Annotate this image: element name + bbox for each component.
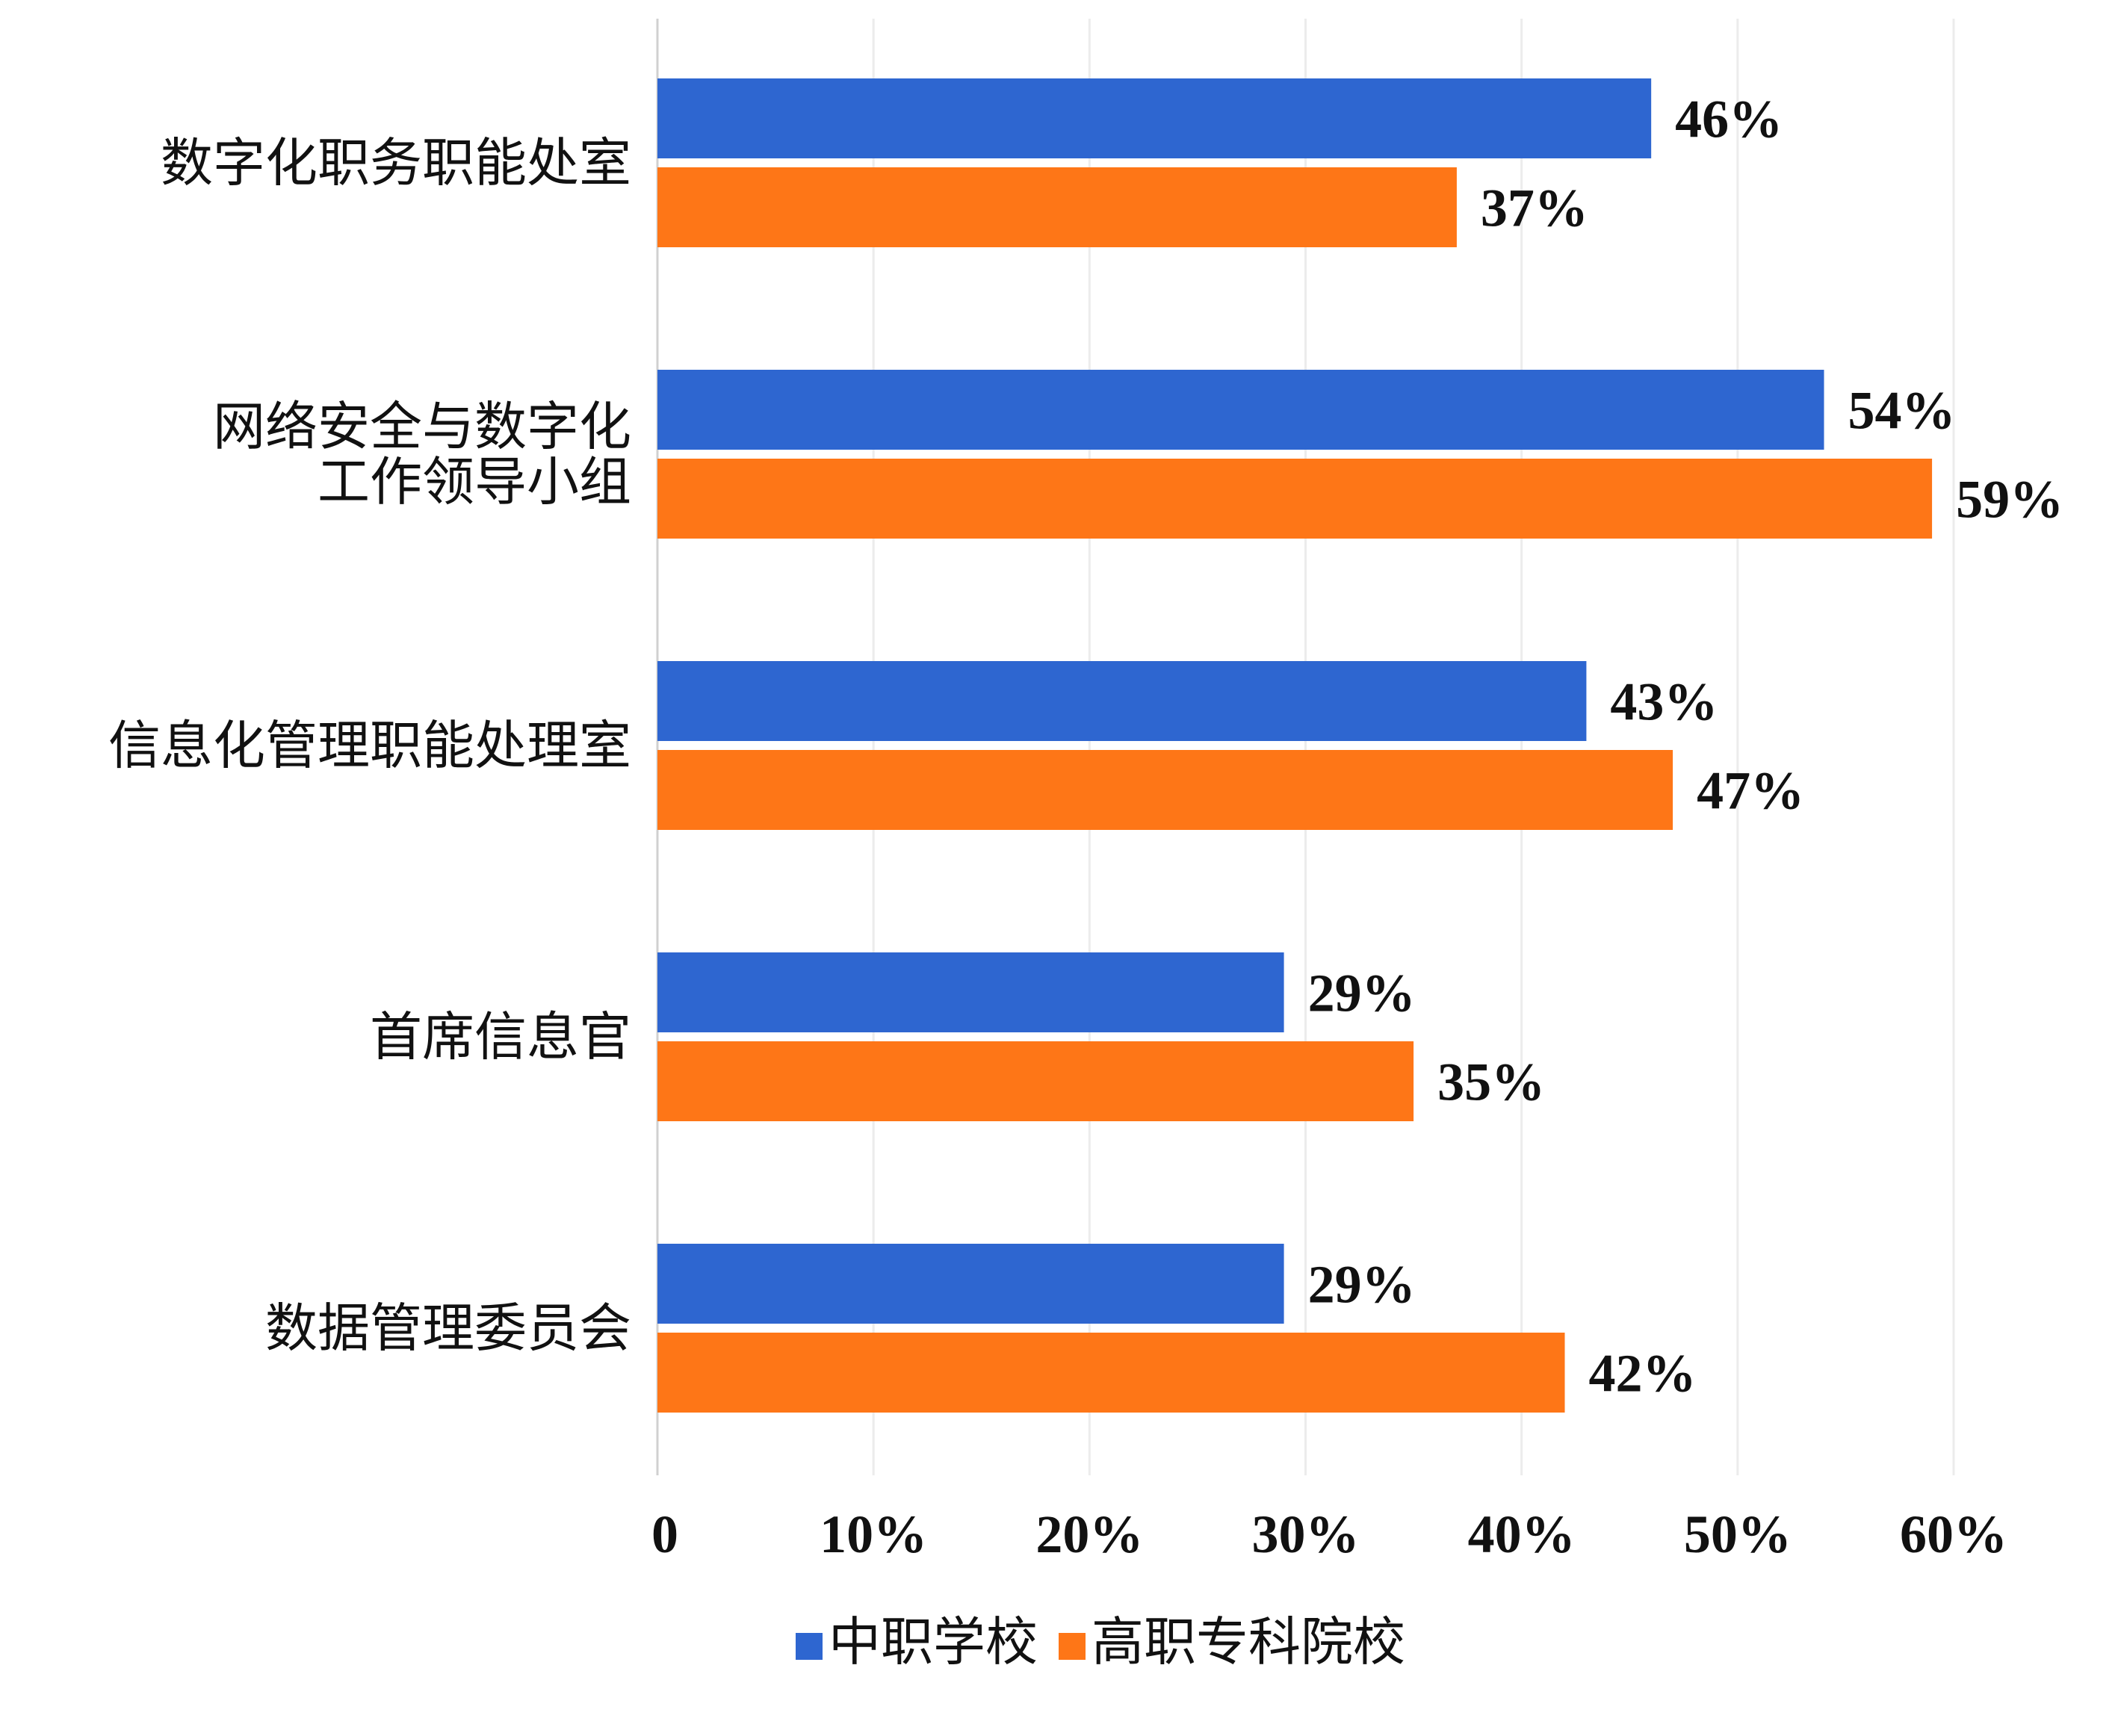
data-label: 29% (1308, 964, 1416, 1023)
x-tick-label: 20% (1035, 1504, 1143, 1564)
category-label: 信息化管理职能处理室 (108, 715, 631, 776)
bar (657, 952, 1284, 1032)
bar (657, 370, 1824, 450)
bars (657, 78, 1933, 1413)
x-tick-label: 40% (1468, 1504, 1576, 1564)
bar (657, 750, 1673, 830)
x-tick-label: 50% (1684, 1504, 1792, 1564)
x-tick-label: 60% (1900, 1504, 2007, 1564)
legend-swatch (1059, 1633, 1086, 1660)
legend: 中职学校 高职专科院校 (796, 1611, 1405, 1673)
category-labels: 数字化职务职能处室网络安全与数字化工作领导小组信息化管理职能处理室首席信息官数据… (108, 132, 631, 1359)
category-label: 数字化职务职能处室 (161, 132, 631, 193)
x-tick-label: 30% (1252, 1504, 1360, 1564)
category-label: 网络安全与数字化 (213, 396, 631, 457)
data-label: 29% (1308, 1255, 1416, 1315)
bar (657, 459, 1933, 539)
bar (657, 1333, 1565, 1413)
bar (657, 167, 1457, 247)
value-labels: 46% 37% 54%59% 43% 47% 29% 35% 29% 42% (1308, 90, 2063, 1404)
x-tick-label: 10% (820, 1504, 927, 1564)
data-label: 43% (1610, 672, 1718, 732)
category-label: 首席信息官 (370, 1006, 631, 1067)
bar (657, 78, 1652, 158)
bar (657, 1244, 1284, 1324)
bar (657, 1041, 1414, 1121)
data-label: 47% (1697, 761, 1804, 821)
data-label: 46% (1675, 90, 1783, 149)
category-label: 工作领导小组 (318, 451, 631, 512)
data-label: 35% (1437, 1053, 1545, 1112)
x-tick-labels: 0 10% 20% 30% 40% 50% 60% (651, 1504, 2007, 1564)
data-label: 59% (1956, 470, 2063, 530)
legend-swatch (796, 1633, 823, 1660)
legend-label: 高职专科院校 (1091, 1611, 1405, 1673)
x-tick-label: 0 (651, 1504, 678, 1564)
data-label: 54% (1848, 381, 1956, 441)
data-label: 42% (1589, 1344, 1697, 1404)
category-label: 数据管理委员会 (265, 1298, 631, 1359)
data-label: 37% (1481, 179, 1588, 238)
bar (657, 661, 1587, 741)
gridlines (656, 19, 1955, 1475)
legend-label: 中职学校 (829, 1611, 1038, 1673)
